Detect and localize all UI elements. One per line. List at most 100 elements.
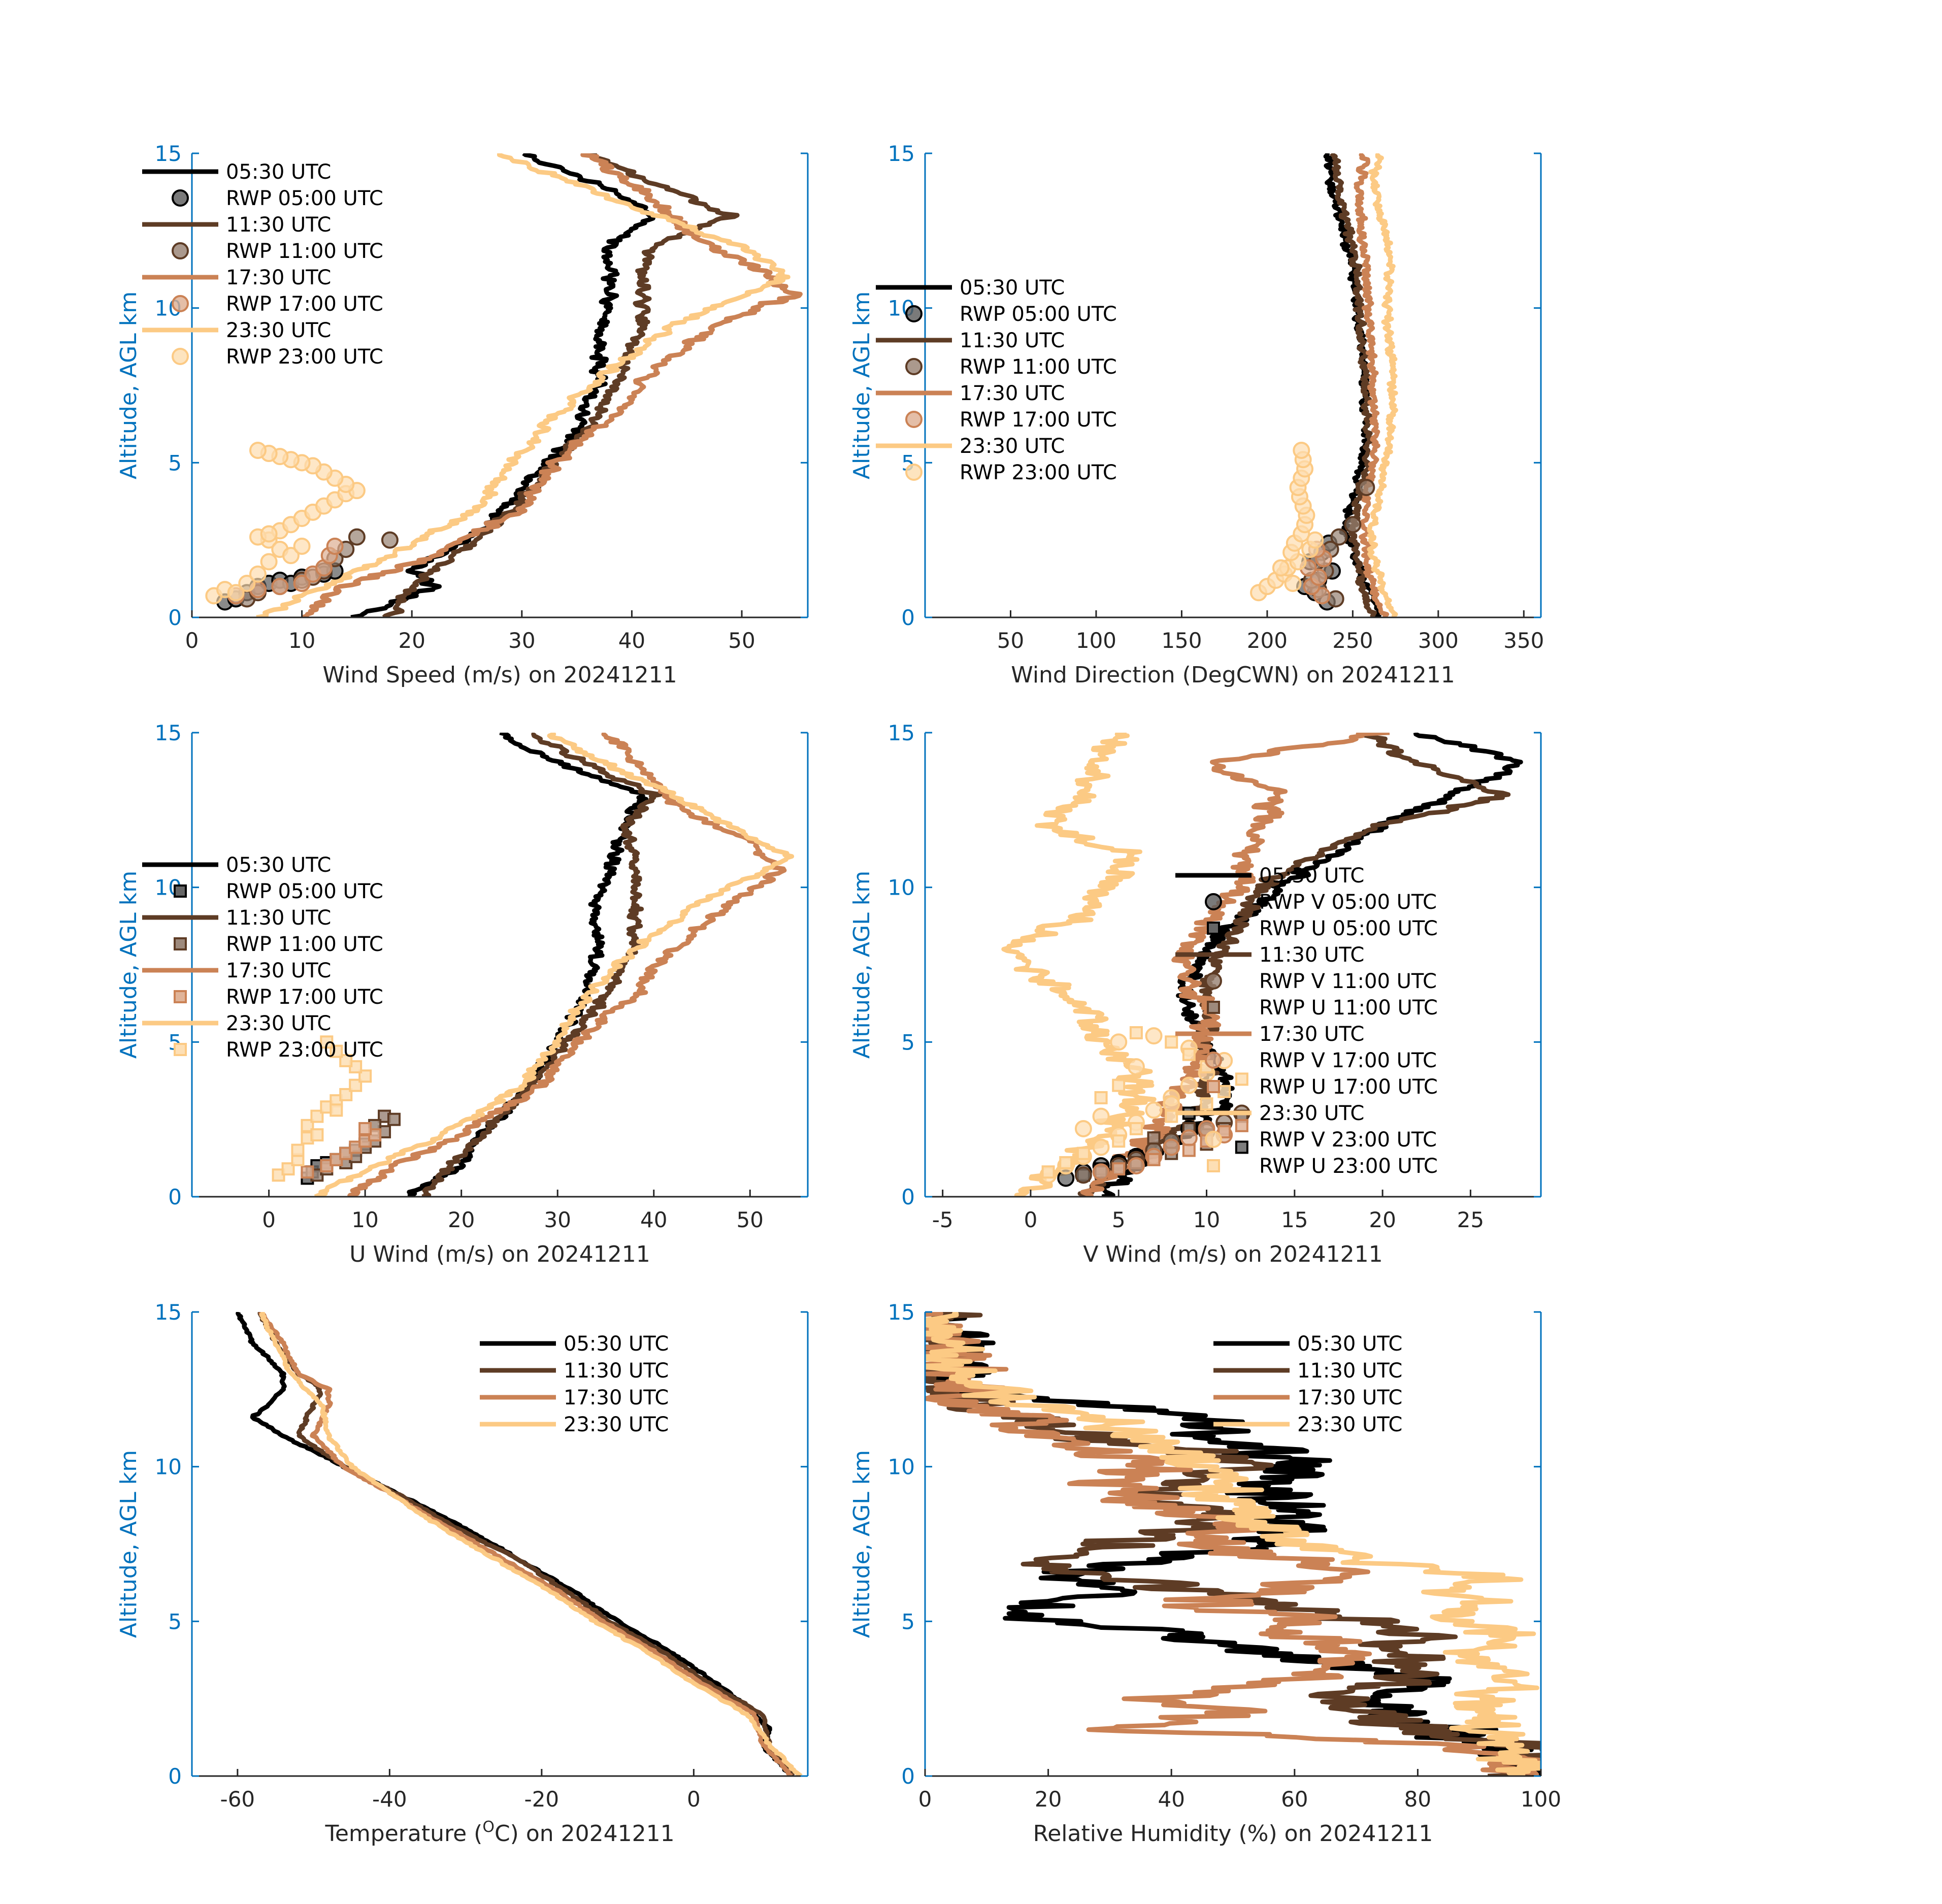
y-tick-label: 0 bbox=[901, 1764, 915, 1789]
x-tick-label: 40 bbox=[618, 628, 645, 653]
y-tick-label: 0 bbox=[168, 1185, 182, 1209]
x-tick-label: 15 bbox=[1281, 1207, 1308, 1232]
legend-label: RWP U 05:00 UTC bbox=[1259, 917, 1438, 940]
rwp-point-rwp-23-00-utc bbox=[320, 1035, 334, 1049]
legend-square-swatch bbox=[174, 1043, 187, 1056]
legend: 05:30 UTC RWP V 05:00 UTC RWP U 05:00 UTC 1… bbox=[1175, 864, 1438, 1178]
rwp-point-rwp-u-11-00-utc bbox=[1147, 1131, 1161, 1145]
rwp-point-rwp-u-23-00-utc bbox=[1094, 1091, 1108, 1105]
legend-circle-swatch bbox=[172, 295, 189, 312]
x-tick-label: 40 bbox=[1158, 1787, 1184, 1812]
x-tick-label: 10 bbox=[1193, 1207, 1220, 1232]
x-tick-label: -20 bbox=[524, 1787, 559, 1812]
y-tick-label: 5 bbox=[168, 450, 182, 475]
legend-label: RWP 11:00 UTC bbox=[960, 355, 1117, 379]
rwp-point-rwp-v-23-00-utc bbox=[1163, 1095, 1180, 1113]
legend-label: 05:30 UTC bbox=[226, 160, 331, 184]
legend-label: 05:30 UTC bbox=[960, 276, 1065, 300]
x-tick-label: 30 bbox=[508, 628, 535, 653]
legend-label: 05:30 UTC bbox=[1259, 864, 1364, 888]
legend-label: RWP 17:00 UTC bbox=[960, 408, 1117, 432]
legend-circle-swatch bbox=[1205, 1052, 1222, 1069]
x-tick-label: -60 bbox=[220, 1787, 255, 1812]
legend-circle-swatch bbox=[905, 411, 923, 428]
y-tick-label: 0 bbox=[168, 605, 182, 630]
plot-area bbox=[1250, 153, 1398, 617]
series-line-1730 bbox=[347, 733, 787, 1197]
plot-area bbox=[236, 1312, 803, 1776]
rwp-point-rwp-23-00-utc bbox=[238, 574, 256, 592]
legend-label: 17:30 UTC bbox=[226, 266, 331, 289]
legend-label: RWP U 17:00 UTC bbox=[1259, 1075, 1438, 1099]
rwp-point-rwp-v-23-00-utc bbox=[1145, 1101, 1163, 1119]
y-tick-label: 15 bbox=[888, 720, 915, 745]
x-tick-label: 20 bbox=[1369, 1207, 1396, 1232]
legend-label: 11:30 UTC bbox=[226, 906, 331, 930]
legend-label: 23:30 UTC bbox=[226, 1012, 331, 1035]
series-line-0530 bbox=[236, 1312, 794, 1776]
legend-label: RWP V 05:00 UTC bbox=[1259, 891, 1437, 914]
legend-label: 05:30 UTC bbox=[226, 853, 331, 877]
x-tick-label: 200 bbox=[1247, 628, 1288, 653]
y-axis-label: Altitude, AGL km bbox=[849, 1450, 875, 1638]
rwp-point-rwp-23-00-utc bbox=[349, 1078, 363, 1092]
y-tick-label: 15 bbox=[155, 1300, 182, 1325]
x-tick-label: 5 bbox=[1112, 1207, 1126, 1232]
legend-square-swatch bbox=[174, 937, 187, 950]
y-tick-label: 15 bbox=[888, 141, 915, 166]
x-tick-label: 250 bbox=[1332, 628, 1373, 653]
legend-label: RWP V 11:00 UTC bbox=[1259, 970, 1437, 993]
legend-square-swatch bbox=[1207, 922, 1220, 935]
x-axis-label-superscript: O bbox=[482, 1818, 495, 1836]
rwp-point-rwp-v-11-00-utc bbox=[1074, 1166, 1092, 1184]
legend: 05:30 UTC RWP 05:00 UTC 11:30 UTC RWP 11:00… bbox=[876, 276, 1117, 484]
legend-label: RWP V 23:00 UTC bbox=[1259, 1128, 1437, 1152]
rwp-point-rwp-u-23-00-utc bbox=[1041, 1165, 1055, 1179]
rwp-point-rwp-11-00-utc bbox=[1358, 479, 1375, 497]
rwp-point-rwp-23-00-utc bbox=[260, 525, 278, 543]
plot-area bbox=[925, 1312, 1541, 1776]
x-axis-label-part: Temperature ( bbox=[324, 1821, 482, 1847]
x-tick-label: 50 bbox=[997, 628, 1024, 653]
rwp-point-rwp-23-00-utc bbox=[227, 584, 245, 602]
rwp-point-rwp-23-00-utc bbox=[330, 1103, 343, 1117]
rwp-point-rwp-u-23-00-utc bbox=[1076, 1146, 1090, 1160]
rwp-point-rwp-v-23-00-utc bbox=[1145, 1027, 1163, 1045]
y-tick-label: 10 bbox=[888, 875, 915, 900]
legend-square-swatch bbox=[1207, 1159, 1220, 1172]
y-tick-label: 15 bbox=[888, 1300, 915, 1325]
x-tick-label: -40 bbox=[372, 1787, 407, 1812]
rwp-point-rwp-11-00-utc bbox=[1330, 528, 1348, 546]
rwp-point-rwp-u-17-00-utc bbox=[1147, 1153, 1161, 1166]
rwp-point-rwp-u-23-00-utc bbox=[1217, 1085, 1231, 1098]
series-line-1730 bbox=[1354, 153, 1389, 617]
rwp-point-rwp-23-00-utc bbox=[1293, 441, 1310, 459]
rwp-point-rwp-u-23-00-utc bbox=[1059, 1156, 1073, 1169]
rwp-point-rwp-u-23-00-utc bbox=[1165, 1035, 1178, 1049]
legend-label: 17:30 UTC bbox=[1259, 1023, 1364, 1046]
x-axis-label: U Wind (m/s) on 20241211 bbox=[349, 1241, 650, 1267]
rwp-point-rwp-23-00-utc bbox=[339, 1054, 353, 1067]
legend: 05:30 UTC 11:30 UTC 17:30 UTC 23:30 UTC bbox=[1213, 1332, 1402, 1436]
legend-circle-swatch bbox=[905, 358, 923, 375]
legend-label: RWP 11:00 UTC bbox=[226, 240, 383, 263]
x-tick-label: 150 bbox=[1161, 628, 1202, 653]
panel-v-wind: 0 5 10 15 -5 0 5 10 15 20 25 Altitude, AGL km V Wind… bbox=[849, 720, 1542, 1267]
legend-label: 11:30 UTC bbox=[564, 1359, 669, 1383]
legend-circle-swatch bbox=[1205, 893, 1222, 910]
rwp-point-rwp-17-00-utc bbox=[326, 537, 344, 555]
legend-square-swatch bbox=[174, 884, 187, 898]
x-tick-label: 20 bbox=[448, 1207, 475, 1232]
x-tick-label: 80 bbox=[1404, 1787, 1431, 1812]
rwp-point-rwp-17-00-utc bbox=[301, 1165, 314, 1179]
series-line-2330 bbox=[259, 1312, 803, 1776]
x-tick-label: 10 bbox=[288, 628, 315, 653]
rwp-point-rwp-23-00-utc bbox=[310, 1128, 324, 1142]
x-tick-label: 25 bbox=[1457, 1207, 1484, 1232]
y-tick-label: 5 bbox=[901, 1609, 915, 1634]
y-axis-label: Altitude, AGL km bbox=[116, 1450, 142, 1638]
rwp-point-rwp-v-17-00-utc bbox=[1127, 1157, 1145, 1175]
